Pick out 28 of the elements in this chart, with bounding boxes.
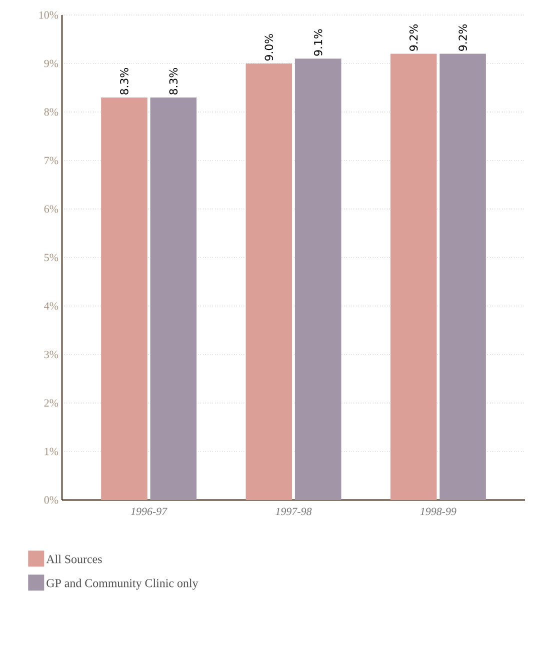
y-tick-label: 7% xyxy=(44,156,58,164)
y-tick-label: 3% xyxy=(44,350,58,358)
y-tick-label: 0% xyxy=(44,496,58,504)
data-label: 8.3% xyxy=(169,68,178,94)
x-tick-label: 1997-98 xyxy=(276,508,312,516)
bar xyxy=(150,97,197,500)
data-label: 8.3% xyxy=(120,68,128,94)
data-label: 9.2% xyxy=(458,24,467,51)
y-tick-label: 2% xyxy=(44,399,58,407)
bar xyxy=(294,58,342,500)
legend-label: GP and Community Clinic only xyxy=(46,578,198,590)
y-tick-label: 5% xyxy=(44,254,58,262)
bar xyxy=(390,54,437,500)
y-tick-label: 8% xyxy=(44,108,58,116)
legend-label: All Sources xyxy=(46,554,102,564)
data-label: 9.0% xyxy=(264,34,274,61)
data-label: 9.2% xyxy=(409,24,418,51)
bar xyxy=(101,97,148,500)
bar xyxy=(440,54,486,500)
x-tick-label: 1996-97 xyxy=(130,508,168,516)
x-tick-label: 1998-99 xyxy=(420,508,456,516)
y-tick-label: 6% xyxy=(44,205,58,213)
bar xyxy=(246,63,292,500)
y-tick-label: 4% xyxy=(44,302,58,310)
y-tick-label: 1% xyxy=(44,448,58,456)
y-tick-label: 10% xyxy=(39,11,58,19)
y-tick-label: 9% xyxy=(44,60,58,68)
data-label: 9.1% xyxy=(314,29,322,56)
